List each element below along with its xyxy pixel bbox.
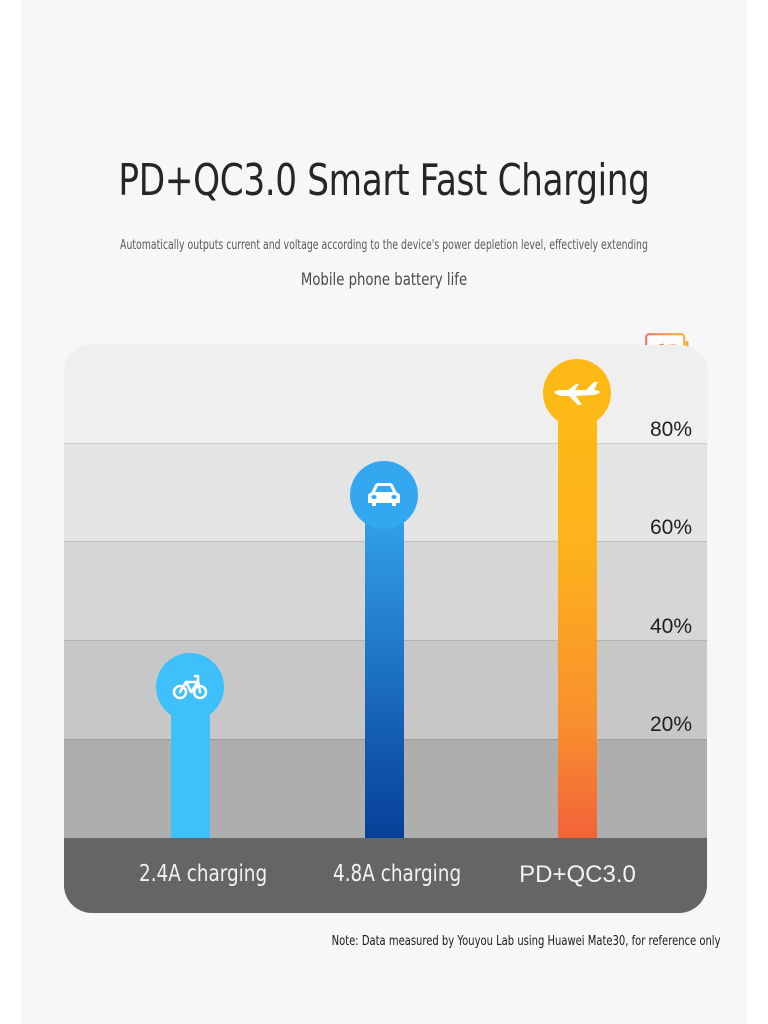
footnote: Note: Data measured by Youyou Lab using … (0, 933, 720, 949)
car-icon (368, 483, 400, 506)
y-tick-60: 60% (649, 516, 692, 539)
category-label-4.8a: 4.8A charging (333, 861, 462, 887)
bar-pd-qc3 (558, 393, 597, 838)
bar-chart: 80% 60% 40% 20% 2.4A charging (64, 345, 707, 913)
category-label-pd-qc3: PD+QC3.0 (519, 861, 636, 888)
y-tick-20: 20% (649, 713, 692, 736)
y-tick-80: 80% (649, 418, 692, 441)
bar-4.8a-bubble (350, 461, 418, 529)
subtitle-line-2: Mobile phone battery life (300, 270, 468, 290)
airplane-icon (554, 382, 600, 405)
bar-2.4a-bubble (156, 653, 224, 721)
bicycle-icon (172, 674, 208, 700)
bar-pd-qc3-bubble (543, 359, 611, 427)
bar-4.8a (365, 495, 404, 838)
category-strip (64, 838, 707, 913)
gridline (64, 443, 707, 444)
page-title: PD+QC3.0 Smart Fast Charging (118, 155, 650, 206)
category-label-2.4a: 2.4A charging (139, 861, 268, 887)
subtitle-line-1: Automatically outputs current and voltag… (120, 238, 648, 253)
y-tick-40: 40% (649, 615, 692, 638)
footnote-text: Note: Data measured by Youyou Lab using … (331, 933, 720, 949)
